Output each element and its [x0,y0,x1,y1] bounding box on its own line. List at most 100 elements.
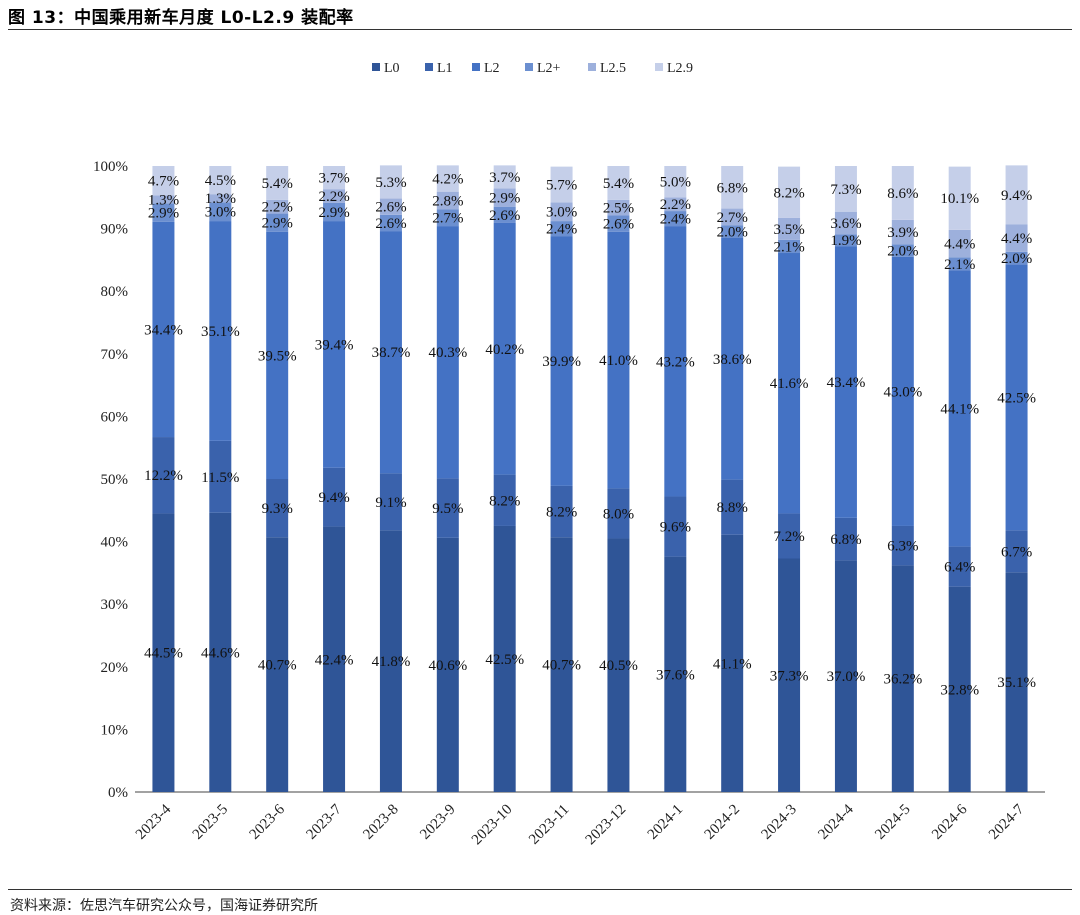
bar-L1-2024-1 [664,496,687,557]
data-label-L2-2024-3: 41.6% [770,376,809,392]
x-tick-label: 2023-7 [304,801,346,843]
data-label-L2.9-2024-6: 10.1% [940,191,979,207]
data-label-L0-2023-4: 44.5% [144,646,183,662]
data-label-L2-2023-10: 40.2% [485,342,524,358]
bar-L2-2024-7 [1005,264,1028,531]
x-tick-label: 2024-1 [645,802,686,843]
bar-L2-2024-3 [778,253,801,514]
data-label-L1-2023-10: 8.2% [489,493,520,509]
data-label-L1-2024-3: 7.2% [773,529,804,545]
data-label-L2-2024-1: 43.2% [656,354,695,370]
y-tick-label: 30% [101,597,129,613]
bar-L2+-2024-3 [778,239,801,254]
data-label-L1-2023-5: 11.5% [201,470,239,486]
x-tick-label: 2024-2 [702,802,743,843]
data-label-L0-2023-6: 40.7% [258,658,297,674]
x-tick-label: 2023-8 [360,802,401,843]
bar-L2.9-2024-5 [891,166,914,220]
data-label-L2.5-2023-10: 2.9% [489,191,520,207]
y-tick-label: 10% [101,722,129,738]
bar-L2-2023-7 [323,221,346,468]
x-tick-label: 2023-4 [133,801,175,843]
data-label-L1-2024-1: 9.6% [660,520,691,536]
legend-swatch-L1 [425,63,433,71]
bar-L2.5-2024-6 [948,229,971,258]
y-tick-label: 80% [101,284,129,300]
bar-L1-2024-7 [1005,530,1028,573]
data-label-L1-2024-2: 8.8% [717,500,748,516]
x-tick-label: 2023-6 [247,801,289,843]
bar-L2.5-2023-12 [607,199,630,216]
data-label-L2.5-2024-5: 3.9% [887,225,918,241]
bar-L1-2023-9 [436,478,459,538]
bar-L1-2023-8 [379,473,402,531]
data-labels: 44.5%12.2%34.4%2.9%1.3%4.7%44.6%11.5%35.… [144,170,1036,698]
bar-L2.9-2023-8 [379,165,402,199]
figure-title: 图 13：中国乘用新车月度 L0-L2.9 装配率 [8,8,354,28]
bar-L2.9-2023-9 [436,165,459,192]
data-label-L2.5-2023-9: 2.8% [432,193,463,209]
chart-legend: L0 L1 L2 L2+ L2.5 L2.9 [372,61,693,76]
bar-L0-2024-3 [778,558,801,792]
y-tick-label: 50% [101,472,129,488]
data-label-L2.9-2023-6: 5.4% [262,176,293,192]
legend-swatch-L2+ [525,63,533,71]
data-label-L2.9-2023-10: 3.7% [489,170,520,186]
data-label-L0-2023-8: 41.8% [372,654,411,670]
data-label-L2.5-2023-5: 1.3% [205,191,236,207]
bar-stacks [152,165,1028,792]
bar-L2+-2024-5 [891,244,914,257]
y-tick-label: 40% [101,535,129,551]
data-label-L2.5-2024-4: 3.6% [830,216,861,232]
data-label-L2+-2024-2: 2.0% [717,225,748,241]
bar-L0-2024-2 [721,534,744,792]
bar-L2-2023-12 [607,231,630,489]
data-label-L0-2024-2: 41.1% [713,656,752,672]
data-label-L2+-2023-7: 2.9% [318,205,349,221]
bar-L2.5-2024-2 [721,208,744,226]
source-rule [8,889,1072,891]
bar-L2.5-2024-5 [891,219,914,245]
x-tick-label: 2023-5 [190,802,231,843]
x-axis: 2023-4 2023-5 2023-6 2023-7 2023-8 2023-9 2023… [133,801,1028,848]
data-label-L1-2023-8: 9.1% [375,495,406,511]
bar-L0-2024-4 [834,560,857,792]
data-label-L0-2023-10: 42.5% [485,652,524,668]
data-label-L2+-2023-12: 2.6% [603,217,634,233]
bar-L2+-2023-6 [266,213,289,232]
y-tick-label: 70% [101,347,129,363]
data-label-L2+-2024-5: 2.0% [887,244,918,260]
bar-L2.5-2023-8 [379,198,402,215]
bar-L2.9-2024-2 [721,166,744,209]
data-label-L2.5-2023-4: 1.3% [148,192,179,208]
bar-L2.5-2023-10 [493,188,516,207]
bar-L1-2023-4 [152,437,175,514]
data-label-L2+-2023-6: 2.9% [262,216,293,232]
data-label-L2.9-2024-2: 6.8% [717,180,748,196]
data-label-L2-2023-12: 41.0% [599,353,638,369]
data-label-L2-2024-4: 43.4% [827,375,866,391]
bar-L2.5-2023-4 [152,195,175,204]
data-label-L1-2023-6: 9.3% [262,501,293,517]
data-label-L0-2024-6: 32.8% [940,682,979,698]
bar-L1-2023-10 [493,474,516,526]
bar-L1-2024-6 [948,546,971,587]
bar-L2.9-2023-4 [152,166,175,196]
bar-L2.5-2024-7 [1005,224,1028,252]
x-tick-label: 2024-6 [929,801,971,843]
y-tick-label: 0% [108,785,128,801]
data-label-L2+-2024-7: 2.0% [1001,251,1032,267]
data-label-L1-2023-7: 9.4% [318,490,349,506]
bar-L2+-2023-12 [607,215,630,232]
data-label-L2.9-2024-3: 8.2% [773,185,804,201]
data-label-L2.9-2024-1: 5.0% [660,175,691,191]
data-label-L2-2023-7: 39.4% [315,337,354,353]
data-label-L2.5-2024-7: 4.4% [1001,231,1032,247]
data-label-L2+-2024-3: 2.1% [773,239,804,255]
data-label-L2+-2024-6: 2.1% [944,257,975,273]
data-label-L0-2024-7: 35.1% [997,675,1036,691]
bar-L1-2024-5 [891,525,914,566]
bar-L1-2023-5 [209,440,232,513]
bar-L1-2024-3 [778,513,801,559]
y-tick-label: 20% [101,660,129,676]
